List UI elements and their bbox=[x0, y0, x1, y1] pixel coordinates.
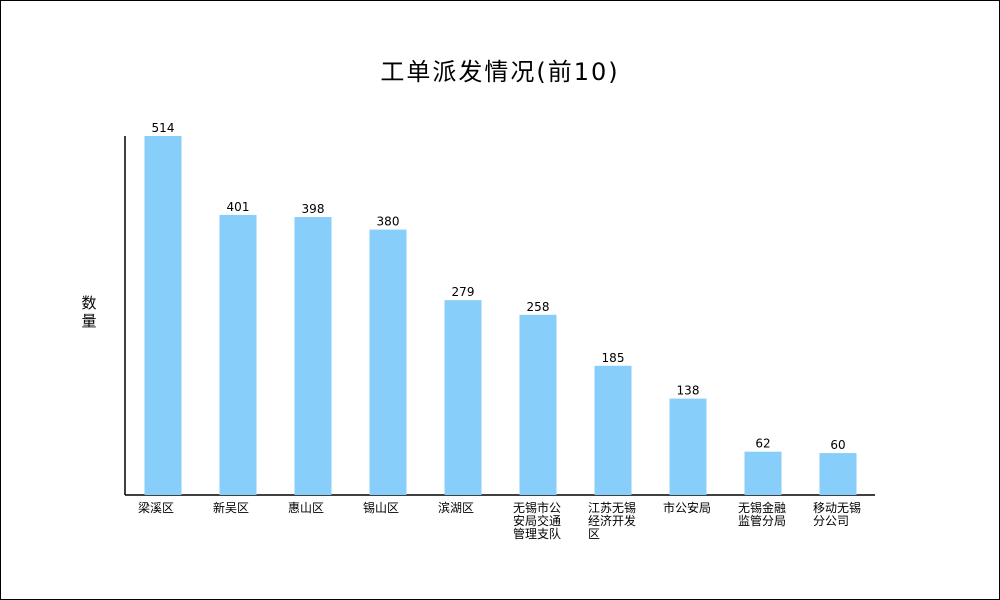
bar-4 bbox=[369, 229, 407, 496]
category-label-4: 锡山区 bbox=[363, 500, 399, 515]
value-label-2: 401 bbox=[227, 200, 250, 214]
value-label-9: 62 bbox=[755, 437, 770, 451]
bar-8 bbox=[669, 398, 707, 495]
value-label-10: 60 bbox=[830, 438, 845, 452]
value-labels-group: 514 401 398 380 279 258 185 138 62 60 bbox=[152, 121, 846, 452]
bar-7 bbox=[594, 365, 632, 495]
value-label-6: 258 bbox=[527, 300, 550, 314]
category-label-7: 江苏无锡经济开发区 bbox=[588, 500, 636, 541]
category-label-6: 无锡市公安局交通管理支队 bbox=[513, 500, 561, 541]
bar-10 bbox=[819, 453, 857, 495]
bar-1 bbox=[144, 136, 182, 495]
category-label-5: 滨湖区 bbox=[438, 500, 474, 515]
category-label-3: 惠山区 bbox=[288, 501, 324, 515]
value-label-3: 398 bbox=[302, 202, 325, 216]
bar-3 bbox=[294, 217, 332, 495]
bar-9 bbox=[744, 451, 782, 495]
value-label-5: 279 bbox=[452, 285, 475, 299]
category-label-8: 市公安局 bbox=[663, 500, 711, 515]
bars-group bbox=[144, 136, 857, 496]
value-label-8: 138 bbox=[677, 384, 700, 398]
category-label-9: 无锡金融监管分局 bbox=[738, 500, 786, 528]
category-label-10: 移动无锡分公司 bbox=[813, 500, 861, 528]
value-label-7: 185 bbox=[602, 351, 625, 365]
bar-6 bbox=[519, 314, 557, 495]
value-label-4: 380 bbox=[377, 215, 400, 229]
bar-2 bbox=[219, 214, 257, 495]
chart-title: 工单派发情况(前10) bbox=[380, 58, 620, 86]
bar-5 bbox=[444, 300, 482, 495]
category-label-1: 梁溪区 bbox=[138, 500, 174, 515]
value-label-1: 514 bbox=[152, 121, 175, 135]
category-label-2: 新吴区 bbox=[213, 500, 249, 515]
y-axis-label: 数量 bbox=[81, 294, 97, 330]
